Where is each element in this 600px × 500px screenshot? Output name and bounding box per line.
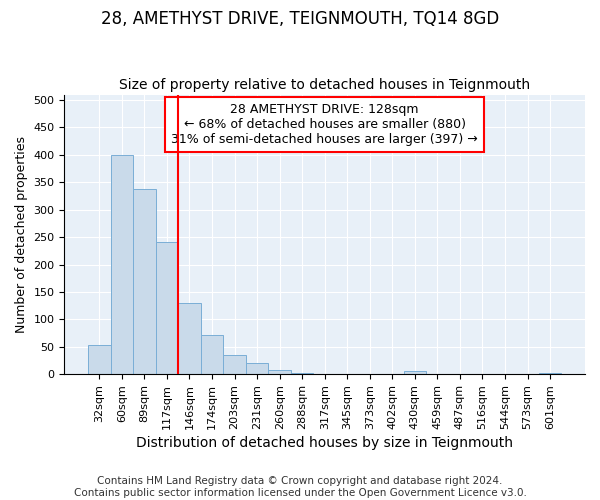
Bar (155, 242, 178, 374)
Bar (201, 334, 223, 374)
Text: 28, AMETHYST DRIVE, TEIGNMOUTH, TQ14 8GD: 28, AMETHYST DRIVE, TEIGNMOUTH, TQ14 8GD (101, 10, 499, 28)
Bar (268, 370, 291, 374)
Bar (291, 373, 313, 374)
Bar (178, 303, 201, 374)
Bar (404, 372, 426, 374)
Bar (88, 345, 110, 374)
Bar (110, 155, 133, 374)
Bar (539, 372, 562, 374)
Text: Contains HM Land Registry data © Crown copyright and database right 2024.
Contai: Contains HM Land Registry data © Crown c… (74, 476, 526, 498)
X-axis label: Distribution of detached houses by size in Teignmouth: Distribution of detached houses by size … (136, 436, 513, 450)
Bar (246, 363, 268, 374)
Title: Size of property relative to detached houses in Teignmouth: Size of property relative to detached ho… (119, 78, 530, 92)
Bar (223, 355, 246, 374)
Bar (133, 189, 155, 374)
Y-axis label: Number of detached properties: Number of detached properties (15, 136, 28, 333)
Text: 28 AMETHYST DRIVE: 128sqm
← 68% of detached houses are smaller (880)
31% of semi: 28 AMETHYST DRIVE: 128sqm ← 68% of detac… (172, 103, 478, 146)
